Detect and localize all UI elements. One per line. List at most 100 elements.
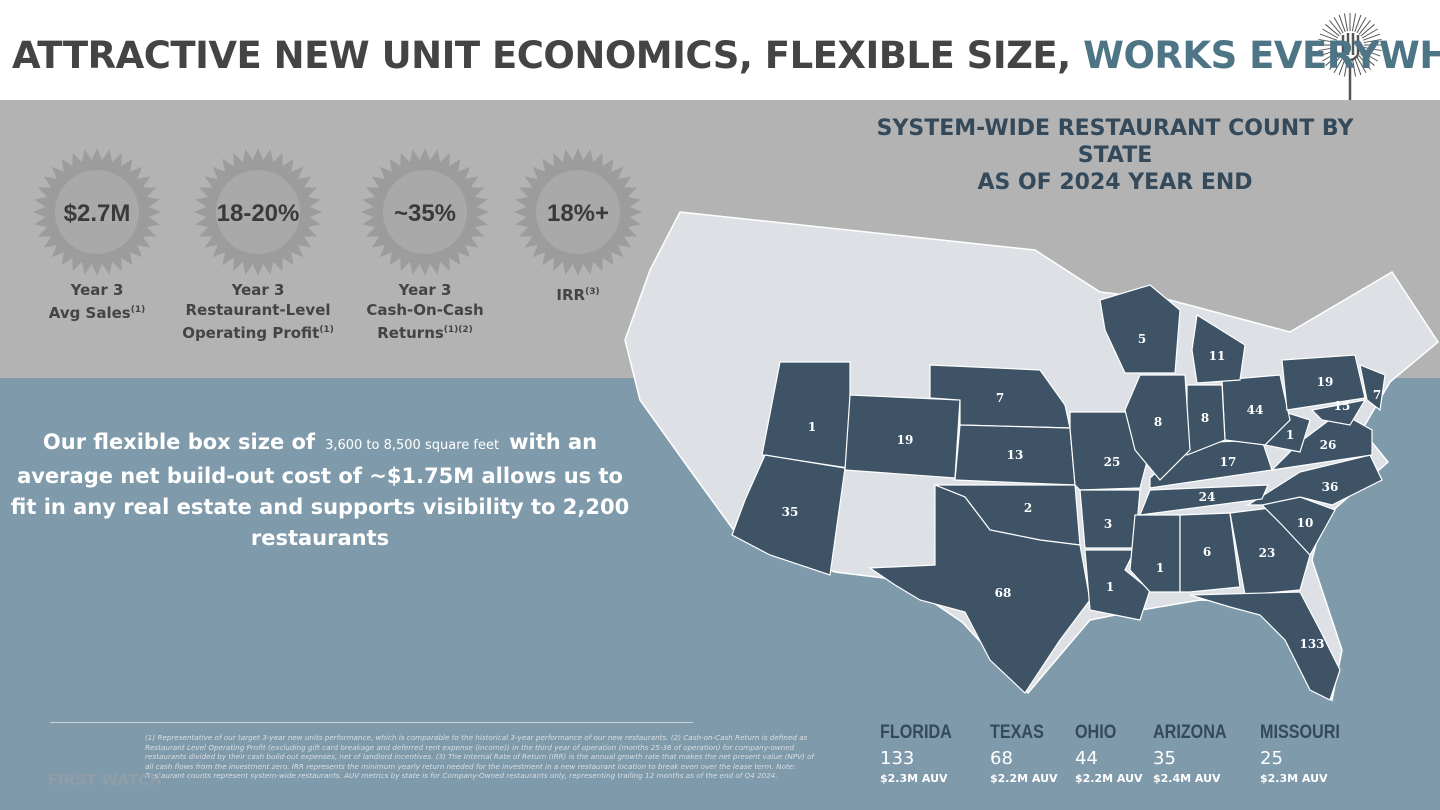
metric-label: Year 3 Restaurant-Level Operating Profit(1… <box>173 280 343 343</box>
logo: FIRST WATCH <box>48 771 162 789</box>
fork <box>1341 33 1360 100</box>
ray <box>1343 58 1349 77</box>
ray <box>1333 17 1344 34</box>
ray <box>1356 56 1367 73</box>
metric-note: (1) <box>319 325 334 335</box>
state-count: 8 <box>1154 415 1162 429</box>
ray <box>1363 46 1382 52</box>
metric-label: Year 3 Avg Sales(1) <box>12 280 182 323</box>
state-count: 7 <box>1373 388 1381 402</box>
state-count: 26 <box>1320 438 1337 452</box>
metric-label-line: Year 3 <box>231 281 285 299</box>
metric-label-line: Operating Profit <box>182 324 320 342</box>
title: ATTRACTIVE NEW UNIT ECONOMICS, FLEXIBLE … <box>12 34 1440 77</box>
state-count: 15 <box>1334 399 1351 413</box>
ray <box>1362 49 1381 57</box>
top-state-count: 25 <box>1260 748 1283 769</box>
ray <box>1361 28 1378 39</box>
state-count: 36 <box>1322 480 1339 494</box>
state <box>1191 314 1246 384</box>
top-state-count: 68 <box>990 748 1013 769</box>
state <box>1359 364 1386 412</box>
metric-value: ~35% <box>394 200 456 227</box>
ray <box>1363 38 1382 44</box>
badge-core <box>216 170 300 254</box>
metric-label-line: Year 3 <box>70 281 124 299</box>
state-count: 6 <box>1203 545 1211 559</box>
top-state-auv: $2.2M AUV <box>990 772 1058 785</box>
state-count: 8 <box>1201 411 1209 425</box>
top-state-name: OHIO <box>1075 722 1117 743</box>
ray <box>1360 53 1375 66</box>
ray <box>1325 24 1340 37</box>
state-count: 68 <box>995 586 1012 600</box>
metric-value: 18-20% <box>217 200 300 227</box>
ray <box>1360 24 1375 37</box>
title-main: ATTRACTIVE NEW UNIT ECONOMICS, FLEXIBLE … <box>12 34 1071 77</box>
top-state-count: 44 <box>1075 748 1098 769</box>
badge-core <box>536 170 620 254</box>
ray <box>1329 55 1342 70</box>
ray <box>1319 49 1338 57</box>
state-count: 23 <box>1259 546 1276 560</box>
state <box>1310 399 1367 426</box>
state-count: 7 <box>996 391 1004 405</box>
divider <box>50 722 693 723</box>
ray <box>1322 28 1339 39</box>
state <box>1139 484 1269 516</box>
ray <box>1318 38 1337 44</box>
top-state-auv: $2.3M AUV <box>880 772 948 785</box>
state-count: 1 <box>1106 580 1114 594</box>
state-count: 3 <box>1104 517 1112 531</box>
ray <box>1333 56 1344 73</box>
title-accent: WORKS EVERYWHERE <box>1083 34 1440 77</box>
body-before: Our flexible box size of <box>42 430 316 454</box>
metric-note: (1) <box>130 305 146 315</box>
metric-label-line: IRR <box>556 286 586 304</box>
metric-label-line: Cash-On-Cash <box>366 301 484 319</box>
body-highlight: 3,600 to 8,500 square feet <box>325 438 500 453</box>
state <box>1281 354 1366 411</box>
metric-label-line: Restaurant-Level <box>185 301 331 319</box>
ray <box>1325 53 1340 66</box>
top-state-name: FLORIDA <box>880 722 952 743</box>
metric-label-line: Year 3 <box>398 281 452 299</box>
state-count: 25 <box>1104 455 1121 469</box>
top-state-name: TEXAS <box>990 722 1044 743</box>
top-state-auv: $2.3M AUV <box>1260 772 1328 785</box>
body-text: Our flexible box size of 3,600 to 8,500 s… <box>10 427 630 554</box>
state <box>1189 591 1341 701</box>
state-count: 2 <box>1024 501 1032 515</box>
state-count: 1 <box>1286 428 1294 442</box>
top-state-auv: $2.2M AUV <box>1075 772 1143 785</box>
ray <box>1329 20 1342 35</box>
ray <box>1356 17 1367 34</box>
state-count: 17 <box>1220 455 1237 469</box>
state-count: 1 <box>808 420 816 434</box>
ray <box>1322 51 1339 62</box>
state-count: 19 <box>1317 375 1334 389</box>
state <box>1129 514 1181 593</box>
metric-label-line: Returns <box>377 324 444 342</box>
metric-value: 18%+ <box>547 200 609 227</box>
ray <box>1338 14 1346 33</box>
state-count: 11 <box>1209 349 1226 363</box>
state <box>1229 507 1311 596</box>
ray <box>1318 46 1337 52</box>
state-count: 5 <box>1138 332 1146 346</box>
ray <box>1362 33 1381 41</box>
metric-note: (3) <box>585 287 600 297</box>
ray <box>1354 14 1362 33</box>
state <box>1179 512 1241 593</box>
state-count: 10 <box>1297 516 1314 530</box>
ray <box>1343 13 1349 32</box>
top-state-auv: $2.4M AUV <box>1153 772 1221 785</box>
map-title-line: AS OF 2024 YEAR END <box>977 170 1253 195</box>
state-count: 35 <box>782 505 799 519</box>
badge-core <box>55 170 139 254</box>
top-state-count: 35 <box>1153 748 1176 769</box>
ray <box>1354 57 1362 76</box>
footnote: (1) Representative of our target 3-year … <box>145 733 815 781</box>
state-count: 13 <box>1007 448 1024 462</box>
